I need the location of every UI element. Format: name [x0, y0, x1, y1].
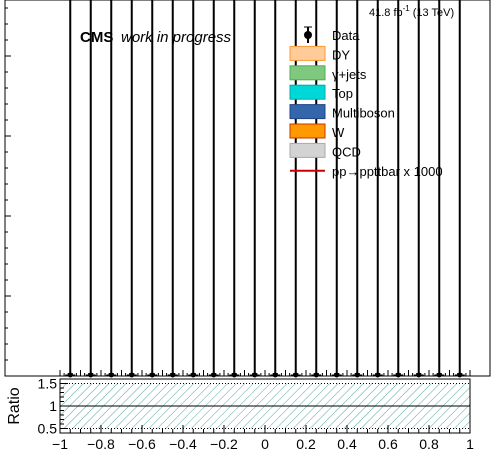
data-point [416, 372, 422, 378]
data-point [67, 372, 73, 378]
ratio-ytick-label: 0.5 [38, 421, 58, 437]
ratio-xtick-label: 0 [261, 436, 269, 452]
main-frame [4, 0, 491, 377]
data-point [170, 372, 176, 378]
legend-label: DY [332, 47, 350, 62]
data-point [129, 372, 135, 378]
legend-swatch [289, 84, 326, 100]
legend-swatch [289, 104, 326, 120]
data-point [252, 372, 258, 378]
data-point [334, 372, 340, 378]
legend-entry-1: DY [289, 45, 350, 62]
legend-label: γ+jets [332, 67, 367, 82]
data-point [375, 372, 381, 378]
data-point [436, 372, 442, 378]
ratio-xtick-label: 0.8 [419, 436, 439, 452]
data-point [108, 372, 114, 378]
legend-label: pp→ppttbar x 1000 [332, 164, 443, 179]
legend-entry-4: Multiboson [289, 104, 395, 121]
legend-entry-3: Top [289, 84, 353, 101]
data-point [190, 372, 196, 378]
lumi-superscript: -1 [403, 4, 411, 13]
ratio-xtick-label: −0.8 [87, 436, 115, 452]
data-point [395, 372, 401, 378]
ratio-ytick-label: 1.5 [38, 376, 58, 392]
ratio-xtick-label: −1 [52, 436, 68, 452]
legend-entry-6: QCD [289, 142, 361, 159]
data-point [211, 372, 217, 378]
data-point [88, 372, 94, 378]
ratio-xtick-label: 1 [466, 436, 474, 452]
ratio-xtick-label: −0.6 [128, 436, 156, 452]
data-point [293, 372, 299, 378]
data-point [272, 372, 278, 378]
ratio-xtick-label: 0.4 [337, 436, 357, 452]
legend-entry-5: W [289, 123, 345, 140]
legend-swatch [289, 123, 326, 139]
legend-label: QCD [332, 144, 361, 159]
ratio-ylabel: Ratio [6, 387, 23, 424]
legend-entry-2: γ+jets [289, 65, 367, 82]
ratio-ytick-label: 1 [49, 398, 57, 414]
data-point [313, 372, 319, 378]
legend-swatch [289, 45, 326, 61]
cms-label: CMS [80, 29, 113, 46]
legend-label: W [332, 125, 345, 140]
data-point [354, 372, 360, 378]
ratio-xtick-label: 0.2 [296, 436, 316, 452]
data-point [149, 372, 155, 378]
legend-label: Data [332, 28, 360, 43]
legend-swatch [289, 142, 326, 158]
data-point [231, 372, 237, 378]
legend-label: Multiboson [332, 106, 395, 121]
ratio-panel: 0.5 1 1.5 −1 −0.8 −0.6 −0.4 −0.2 0 0.2 0.4 0.6 0.8 1 R… [6, 376, 474, 453]
data-point [457, 372, 463, 378]
main-panel [4, 0, 491, 378]
legend-entry-0: Data [304, 26, 360, 43]
legend-entry-7: pp→ppttbar x 1000 [290, 164, 443, 179]
legend-data-marker [304, 31, 312, 39]
legend-swatch [289, 65, 326, 81]
legend-label: Top [332, 86, 353, 101]
lumi-label: 41.8 fb-1 (13 TeV) [369, 4, 454, 19]
energy-value: (13 TeV) [413, 7, 454, 19]
subtitle-label: work in progress [121, 29, 232, 46]
ratio-xtick-label: 0.6 [378, 436, 398, 452]
lumi-value: 41.8 fb [369, 7, 403, 19]
ratio-xtick-label: −0.2 [210, 436, 238, 452]
ratio-xtick-label: −0.4 [169, 436, 197, 452]
legend: Data DY γ+jets Top Multiboson W QCD pp→ppttbar … [289, 26, 443, 179]
